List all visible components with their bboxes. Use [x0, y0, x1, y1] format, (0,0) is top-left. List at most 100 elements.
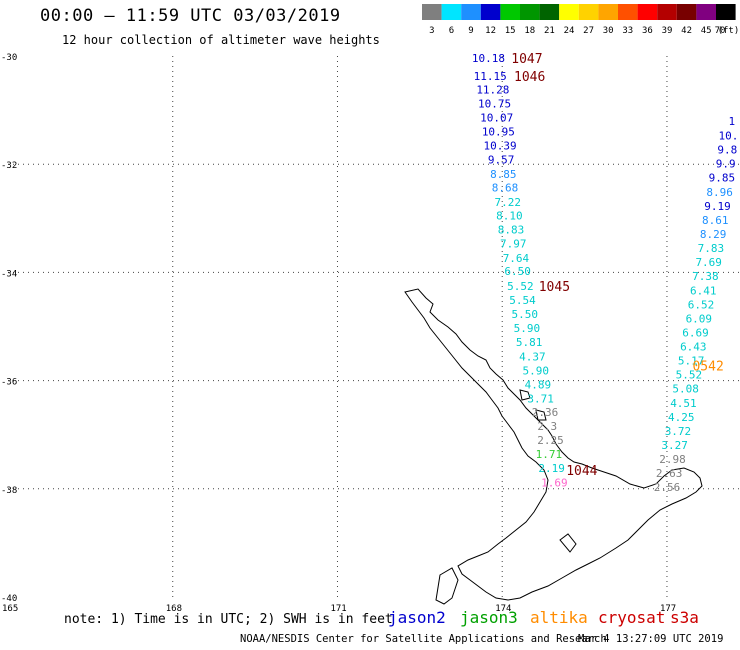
legend-bin-label: 70: [715, 26, 726, 36]
wave-height-label: 7.69: [695, 256, 722, 269]
wave-height-label: 5.54: [509, 294, 536, 307]
wave-height-label: 10.95: [482, 126, 515, 139]
color-legend: 3 6 9 12 15 18 21 24 27 30 33 36 39 42 45 70 (ft): [0, 0, 740, 40]
wave-height-label: 11.28: [476, 84, 509, 97]
wave-height-label: 5.90: [514, 322, 541, 335]
pass-time-label: 1047: [511, 52, 542, 67]
wave-height-label: 8.68: [492, 181, 519, 194]
wave-height-label: 2.19: [538, 462, 565, 475]
legend-swatch: [441, 4, 462, 20]
wave-height-label: 5.52: [507, 280, 534, 293]
legend-bin-label: 30: [603, 26, 614, 36]
satellite-label-altika: altika: [530, 608, 588, 627]
lon-tick-label: 174: [495, 604, 511, 614]
wave-height-label: 1: [728, 115, 735, 128]
map-title: 00:00 – 11:59 UTC 03/03/2019: [40, 6, 341, 26]
wave-height-label: 5.08: [672, 383, 699, 396]
map-subtitle: 12 hour collection of altimeter wave hei…: [62, 33, 380, 47]
legend-bin-label: 33: [622, 26, 633, 36]
lon-tick-label: 177: [660, 604, 676, 614]
wave-height-label: 6.09: [686, 312, 713, 325]
legend-unit: (ft): [718, 26, 740, 36]
wave-height-label: 7.64: [503, 252, 530, 265]
legend-swatch: [422, 4, 442, 20]
coastline-south-island: [435, 567, 459, 605]
wave-height-label: 7.22: [494, 196, 521, 209]
wave-height-label: 8.85: [490, 168, 517, 181]
lat-tick-label: -32: [1, 161, 17, 171]
wave-height-label: 1.71: [536, 448, 563, 461]
lat-tick-label: -40: [1, 594, 17, 604]
wave-height-label: 4.51: [670, 397, 697, 410]
pass-time-label: 1046: [514, 70, 545, 85]
footnote: note: 1) Time is in UTC; 2) SWH is in fe…: [64, 612, 393, 627]
legend-swatch: [559, 4, 579, 20]
lon-tick-label: 165: [2, 604, 18, 614]
legend-bin-label: 15: [505, 26, 516, 36]
wave-height-label: 5.52: [676, 369, 703, 382]
wave-height-label: 3.72: [665, 425, 692, 438]
wave-height-label: 6.43: [680, 341, 707, 354]
satellite-label-jason2: jason2: [388, 608, 446, 627]
wave-height-label: 2.63: [656, 467, 683, 480]
legend-bin-label: 42: [681, 26, 692, 36]
wave-height-label: 4.25: [668, 411, 695, 424]
legend-swatch: [657, 4, 677, 20]
wave-height-label: 10.75: [478, 98, 511, 111]
lon-tick-label: 168: [166, 604, 182, 614]
wave-height-label: 3.71: [527, 392, 554, 405]
wave-height-label: 9.9: [716, 158, 736, 171]
legend-swatch: [618, 4, 638, 20]
wave-height-label: 7.97: [500, 238, 527, 251]
wave-height-label: 7.83: [698, 242, 725, 255]
wave-height-label: 11.15: [474, 70, 507, 83]
legend-bin-label: 18: [524, 26, 535, 36]
wave-height-label: 5.90: [522, 364, 549, 377]
legend-bin-label: 45: [701, 26, 712, 36]
wave-height-label: 6.41: [690, 284, 717, 297]
legend-bin-label: 36: [642, 26, 653, 36]
legend-swatch: [480, 4, 501, 20]
wave-height-label: 10.: [719, 130, 739, 143]
legend-bin-label: 3: [429, 26, 434, 36]
pass-time-label: 1045: [539, 280, 570, 295]
pass-time-labels: 1047 1046 1045 1044 0542: [511, 52, 724, 479]
generation-timestamp: Mar 4 13:27:09 UTC 2019: [578, 633, 724, 645]
wave-height-label: 8.61: [702, 214, 729, 227]
legend-swatch: [520, 4, 540, 20]
wave-height-label: 7.38: [692, 270, 719, 283]
lat-tick-label: -38: [1, 486, 17, 496]
wave-height-label: 5.17: [678, 355, 705, 368]
wave-height-label: 1.69: [541, 476, 568, 489]
wave-height-label: 8.83: [498, 224, 525, 237]
lat-tick-label: -30: [1, 53, 17, 63]
lat-tick-label: -34: [1, 269, 17, 279]
legend-swatch: [461, 4, 481, 20]
legend-bin-label: 6: [449, 26, 454, 36]
legend-swatch: [676, 4, 697, 20]
wave-height-label: 3.27: [661, 439, 688, 452]
wave-height-label: 2.3: [537, 420, 557, 433]
credit-line: NOAA/NESDIS Center for Satellite Applica…: [240, 633, 607, 645]
wave-height-label: 9.19: [704, 200, 731, 213]
legend-bin-label: 12: [485, 26, 496, 36]
wave-height-label: 6.69: [682, 326, 709, 339]
legend-bin-label: 9: [468, 26, 473, 36]
wave-height-label: 4.89: [525, 378, 552, 391]
satellite-label-jason3: jason3: [460, 608, 518, 627]
legend-bin-label: 39: [662, 26, 673, 36]
wave-height-label: 4.37: [519, 350, 546, 363]
wave-height-label: 9.85: [709, 172, 736, 185]
legend-bin-label: 24: [564, 26, 575, 36]
wave-height-label: 8.29: [700, 228, 727, 241]
legend-swatch: [716, 4, 736, 20]
wave-height-label: 2.98: [659, 453, 686, 466]
legend-bar: 3 6 9 12 15 18 21 24 27 30 33 36 39 42 45 70(ft): [422, 4, 740, 36]
satellite-label-s3a: s3a: [670, 608, 699, 627]
legend-bin-label: 21: [544, 26, 555, 36]
wave-height-label: 5.50: [511, 308, 538, 321]
lat-lon-grid: [8, 56, 740, 597]
